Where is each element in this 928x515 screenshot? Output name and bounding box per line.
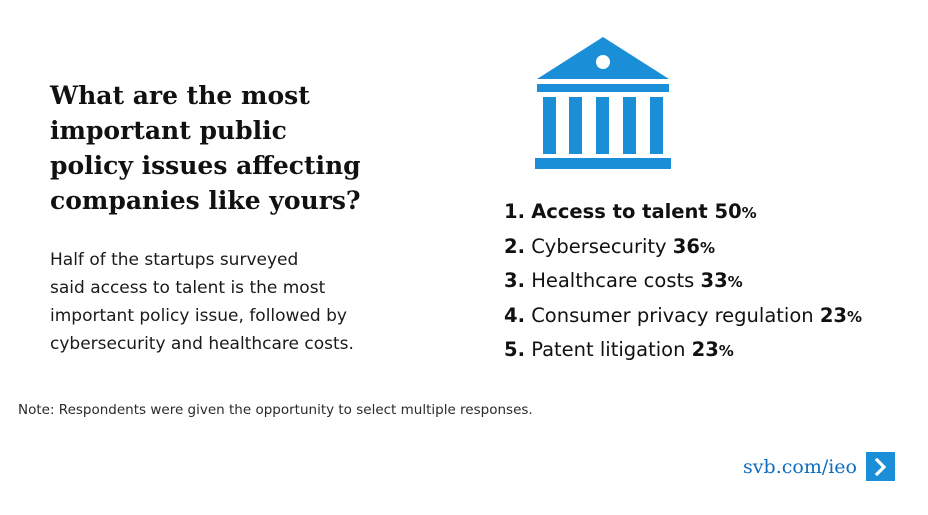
footnote: Note: Respondents were given the opportu… xyxy=(18,402,533,418)
rank-percentage: 23% xyxy=(820,304,862,327)
rank-percentage: 36% xyxy=(673,235,715,258)
rank-unit: % xyxy=(699,238,715,257)
rank-number: 5. xyxy=(504,338,525,361)
list-item: 4. Consumer privacy regulation 23% xyxy=(504,299,862,334)
rank-unit: % xyxy=(727,273,743,291)
title-line: companies like yours? xyxy=(50,186,361,215)
description-line: important policy issue, followed by xyxy=(50,306,347,326)
description-line: Half of the startups surveyed xyxy=(50,250,299,270)
rank-label: Access to talent xyxy=(531,200,715,223)
rank-percentage: 23% xyxy=(692,338,734,361)
bank-building-icon xyxy=(535,37,671,171)
chevron-right-icon[interactable] xyxy=(866,452,895,481)
description-line: said access to talent is the most xyxy=(50,278,326,298)
rank-unit: % xyxy=(718,342,734,360)
rank-label: Consumer privacy regulation xyxy=(531,303,814,327)
title-line: policy issues affecting xyxy=(50,151,361,180)
rank-percentage: 50% xyxy=(715,200,757,223)
title-line: important public xyxy=(50,116,287,145)
description-line: cybersecurity and healthcare costs. xyxy=(50,334,354,354)
rank-value: 36 xyxy=(672,234,700,258)
rank-unit: % xyxy=(846,307,862,326)
rank-number: 2. xyxy=(504,234,525,258)
rank-unit: % xyxy=(741,204,757,222)
rank-value: 23 xyxy=(691,338,719,361)
rank-value: 50 xyxy=(714,200,742,223)
rank-label: Cybersecurity xyxy=(531,234,673,258)
rank-label: Patent litigation xyxy=(531,338,686,361)
rank-value: 33 xyxy=(700,269,728,292)
rank-number: 3. xyxy=(504,269,525,292)
rank-value: 23 xyxy=(819,303,847,327)
link-text[interactable]: svb.com/ieo xyxy=(743,455,857,478)
list-item: 2. Cybersecurity 36% xyxy=(504,230,862,265)
svb-ieo-link[interactable]: svb.com/ieo xyxy=(743,452,895,481)
rank-number: 1. xyxy=(504,200,525,223)
title-line: What are the most xyxy=(50,81,310,110)
rank-percentage: 33% xyxy=(701,269,743,292)
rank-label: Healthcare costs xyxy=(531,269,695,292)
description: Half of the startups surveyed said acces… xyxy=(50,246,380,358)
ranking-list: 1. Access to talent 50% 2. Cybersecurity… xyxy=(504,195,862,368)
list-item: 3. Healthcare costs 33% xyxy=(504,264,862,299)
list-item: 1. Access to talent 50% xyxy=(504,195,862,230)
list-item: 5. Patent litigation 23% xyxy=(504,333,862,368)
rank-number: 4. xyxy=(504,303,525,327)
page-title: What are the most important public polic… xyxy=(50,78,380,218)
